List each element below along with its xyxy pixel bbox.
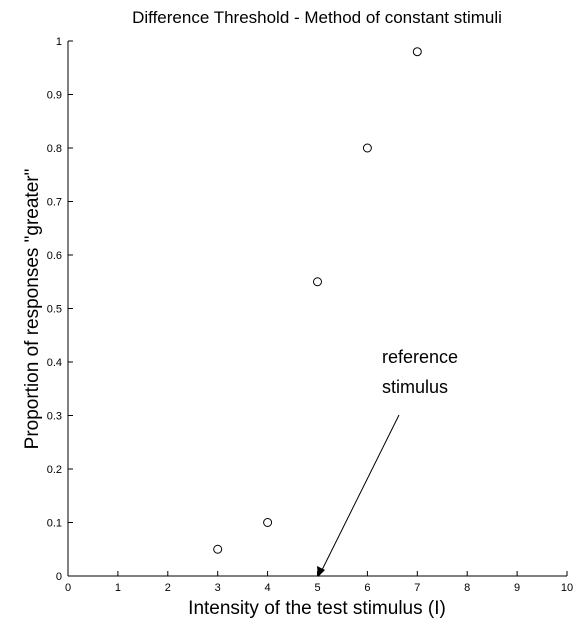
y-ticks: 0 0.1 0.2 0.3 0.4 0.5 0.6 0.7 0.8 0.9 1 [47, 36, 73, 583]
annotation-reference-stimulus: reference stimulus [317, 347, 458, 577]
x-tick-label: 1 [115, 582, 121, 594]
x-tick-label: 8 [464, 582, 470, 594]
x-tick-label: 2 [165, 582, 171, 594]
x-axis-label: Intensity of the test stimulus (I) [188, 598, 446, 619]
chart-title: Difference Threshold - Method of constan… [132, 8, 502, 27]
x-tick-label: 3 [215, 582, 221, 594]
x-tick-label: 10 [561, 582, 573, 594]
x-tick-label: 9 [514, 582, 520, 594]
y-tick-label: 0 [56, 571, 62, 583]
x-tick-label: 5 [314, 582, 320, 594]
y-axis-label: Proportion of responses "greater" [22, 169, 43, 450]
data-points [213, 47, 422, 554]
y-tick-label: 0.3 [47, 411, 62, 423]
y-tick-label: 0.1 [47, 518, 62, 530]
x-ticks: 0 1 2 3 4 5 6 7 8 9 10 [65, 571, 573, 594]
y-tick-label: 0.7 [47, 197, 62, 209]
annotation-line-2: stimulus [382, 377, 448, 397]
y-tick-label: 0.4 [47, 357, 62, 369]
data-point [412, 47, 422, 57]
data-point [313, 277, 322, 287]
plot-area [67, 41, 567, 577]
annotation-arrow-shaft [320, 414, 400, 573]
data-point [213, 544, 223, 554]
y-tick-label: 0.6 [47, 250, 62, 262]
x-tick-label: 7 [414, 582, 420, 594]
y-tick-label: 1 [56, 36, 62, 48]
y-tick-label: 0.8 [47, 143, 62, 155]
x-tick-label: 0 [65, 582, 71, 594]
data-point [362, 143, 372, 153]
data-point [263, 518, 273, 527]
y-tick-label: 0.2 [47, 464, 62, 476]
y-tick-label: 0.5 [47, 304, 62, 316]
x-tick-label: 6 [364, 582, 370, 594]
annotation-line-1: reference [382, 347, 458, 367]
annotation-arrowhead [317, 566, 325, 577]
y-tick-label: 0.9 [47, 90, 62, 102]
x-tick-label: 4 [265, 582, 271, 594]
